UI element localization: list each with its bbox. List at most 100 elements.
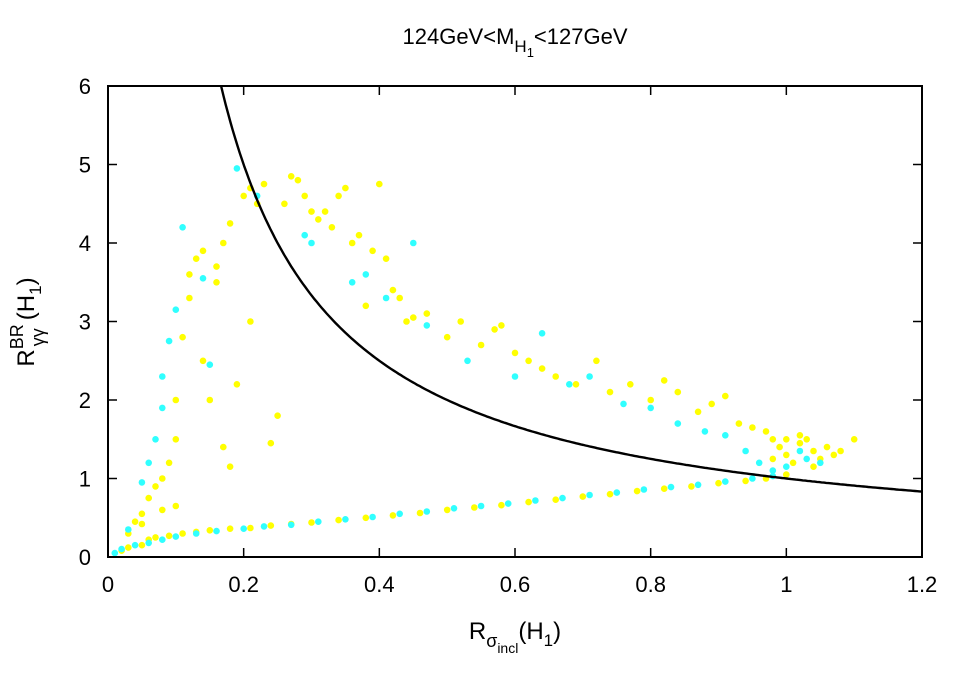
x-tick-label: 0.4 [364, 572, 395, 597]
scatter-point-series-1-10 [287, 521, 295, 529]
y-tick-label: 1 [79, 467, 91, 492]
scatter-point-series-1-33 [159, 404, 166, 412]
scatter-point-series-0-8 [206, 527, 214, 534]
scatter-point-series-0-94 [552, 373, 559, 380]
scatter-point-series-0-54 [220, 443, 227, 451]
scatter-point-series-1-20 [559, 494, 566, 502]
scatter-point-series-1-12 [342, 516, 349, 523]
scatter-point-series-1-2 [131, 541, 139, 549]
scatter-point-series-0-75 [348, 239, 356, 247]
scatter-point-series-0-46 [186, 271, 193, 278]
scatter-point-series-0-102 [694, 408, 702, 416]
scatter-point-series-1-44 [348, 279, 356, 286]
scatter-point-series-1-6 [192, 530, 200, 537]
scatter-point-series-0-11 [267, 522, 275, 529]
scatter-point-series-1-5 [172, 533, 180, 540]
scatter-point-series-1-54 [620, 400, 627, 408]
scatter-point-series-0-82 [396, 294, 404, 302]
x-tick-label: 0.6 [500, 572, 531, 597]
scatter-point-series-1-25 [694, 481, 702, 489]
scatter-point-series-0-19 [471, 504, 478, 511]
scatter-point-series-1-48 [423, 322, 431, 329]
scatter-point-series-0-70 [315, 216, 322, 223]
scatter-point-series-0-81 [389, 286, 397, 294]
scatter-point-series-0-31 [783, 471, 790, 478]
y-tick-label: 4 [79, 231, 91, 256]
scatter-point-series-1-43 [308, 239, 315, 247]
scatter-point-series-0-22 [552, 496, 559, 504]
scatter-point-series-0-37 [152, 483, 159, 490]
scatter-point-series-0-49 [199, 247, 207, 255]
scatter-point-series-0-74 [342, 184, 349, 192]
chart-title: 124GeV<MH1<127GeV [403, 24, 628, 60]
x-tick-label: 0 [102, 572, 114, 597]
scatter-point-series-0-26 [660, 485, 668, 493]
x-axis-label-subsub: incl [497, 640, 518, 656]
scatter-point-series-0-106 [749, 424, 756, 431]
scatter-point-series-0-117 [830, 451, 838, 459]
scatter-point-series-0-72 [328, 224, 336, 231]
plot-frame [107, 85, 923, 558]
scatter-point-series-0-71 [321, 208, 329, 215]
scatter-point-series-0-73 [335, 192, 342, 200]
scatter-point-series-0-44 [179, 333, 186, 341]
scatter-point-series-0-63 [267, 439, 275, 447]
scatter-point-series-0-55 [226, 220, 234, 227]
scatter-point-series-0-57 [233, 381, 241, 388]
scatter-point-series-0-93 [538, 365, 546, 372]
scatter-point-series-1-58 [722, 432, 729, 439]
scatter-point-series-0-43 [172, 396, 180, 404]
inverse-curve [219, 85, 923, 493]
scatter-point-series-0-20 [498, 501, 505, 509]
scatter-point-series-1-50 [511, 373, 519, 380]
scatter-point-series-0-96 [593, 357, 600, 365]
scatter-point-series-1-32 [152, 436, 159, 443]
scatter-point-series-0-62 [260, 180, 268, 188]
scatter-point-series-1-55 [647, 404, 654, 412]
scatter-point-series-0-58 [240, 192, 247, 200]
scatter-point-series-0-25 [633, 487, 641, 495]
scatter-point-series-0-78 [369, 247, 376, 255]
scatter-point-series-1-15 [423, 508, 431, 515]
scatter-point-series-1-22 [613, 489, 621, 496]
scatter-point-series-1-7 [213, 527, 220, 535]
scatter-point-series-0-123 [769, 455, 777, 463]
scatter-point-series-1-3 [145, 539, 152, 547]
scatter-point-series-1-62 [783, 463, 790, 471]
scatter-point-series-0-10 [247, 524, 254, 532]
scatter-point-series-0-64 [274, 412, 281, 420]
scatter-point-series-0-23 [579, 493, 587, 500]
scatter-point-series-0-120 [796, 432, 804, 439]
scatter-point-series-0-92 [525, 357, 532, 365]
scatter-point-series-1-45 [362, 271, 370, 278]
scatter-point-series-0-77 [362, 302, 370, 310]
scatter-point-series-0-100 [660, 377, 668, 384]
scatter-point-series-0-28 [715, 479, 722, 487]
scatter-point-series-1-24 [667, 483, 675, 491]
scatter-point-series-1-46 [382, 294, 390, 302]
y-axis-label-tail-sub: 1 [26, 285, 45, 294]
scatter-point-series-0-39 [165, 459, 173, 467]
scatter-point-series-0-121 [810, 463, 817, 471]
scatter-point-series-1-11 [315, 518, 322, 525]
scatter-point-series-0-79 [376, 180, 383, 188]
scatter-point-series-0-38 [159, 475, 166, 482]
scatter-point-series-1-60 [755, 459, 763, 467]
scatter-point-series-0-36 [138, 520, 146, 528]
scatter-point-series-0-86 [443, 333, 451, 341]
scatter-point-series-1-9 [260, 523, 268, 530]
scatter-point-series-1-4 [159, 536, 166, 543]
scatter-point-series-0-111 [789, 459, 797, 467]
scatter-point-series-1-42 [301, 231, 309, 239]
scatter-point-series-0-108 [769, 436, 777, 443]
series-layer [111, 165, 858, 557]
scatter-point-series-1-23 [640, 486, 648, 493]
scatter-point-series-0-107 [762, 428, 770, 435]
scatter-point-series-0-35 [145, 494, 152, 502]
scatter-point-series-0-98 [627, 381, 634, 388]
scatter-point-series-0-40 [159, 506, 166, 514]
scatter-point-series-1-49 [464, 357, 471, 365]
scatter-point-series-1-26 [722, 478, 729, 485]
scatter-point-series-0-89 [491, 326, 498, 333]
scatter-point-series-0-90 [498, 322, 505, 329]
